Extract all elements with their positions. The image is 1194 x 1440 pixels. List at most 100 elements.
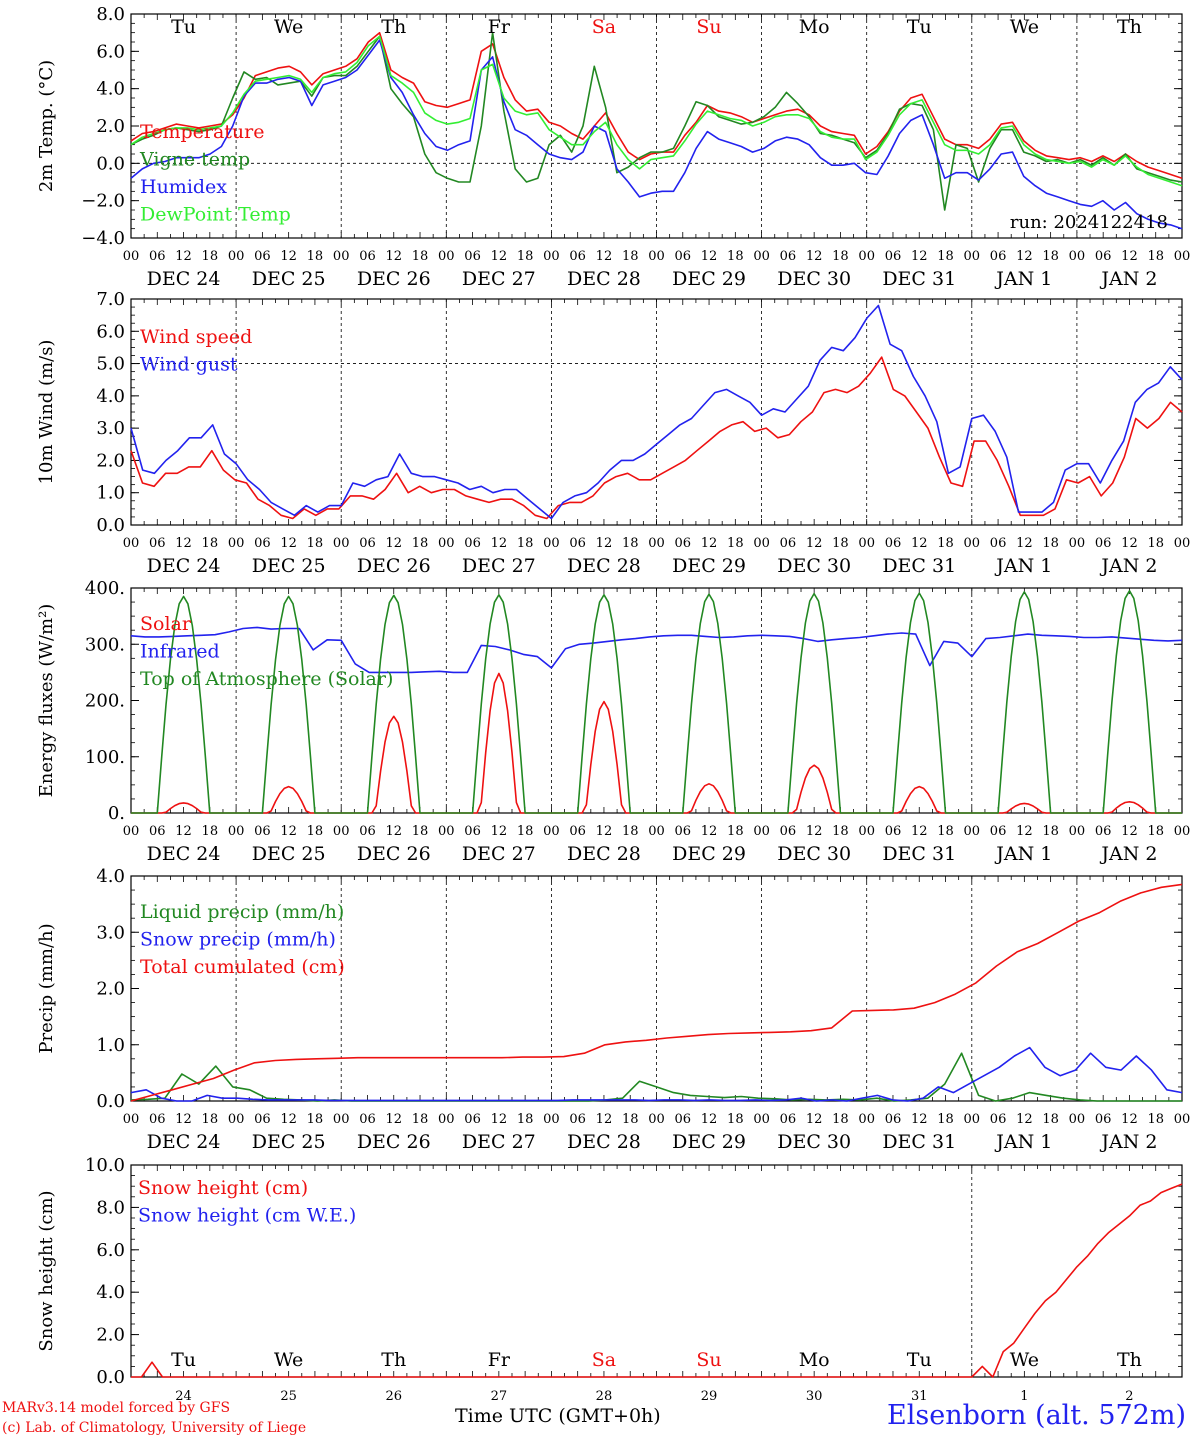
hour-tick-label: 12 xyxy=(806,536,823,551)
date-label: JAN 1 xyxy=(994,555,1052,577)
y-tick-label: 6.0 xyxy=(96,321,125,342)
hour-tick-label: 00 xyxy=(1069,824,1086,839)
y-tick-label: 100. xyxy=(85,747,125,768)
y-tick-label: 2.0 xyxy=(96,450,125,471)
hour-tick-label: 00 xyxy=(333,824,350,839)
weekday-label: Tu xyxy=(907,16,932,38)
hour-tick-label: 06 xyxy=(359,536,376,551)
y-tick-label: 400. xyxy=(85,578,125,599)
credit-line-2: (c) Lab. of Climatology, University of L… xyxy=(2,1420,307,1436)
hour-tick-label: 12 xyxy=(911,1112,928,1127)
y-axis-label: Energy fluxes (W/m²) xyxy=(36,604,57,798)
hour-tick-label: 00 xyxy=(228,249,245,264)
series-line xyxy=(131,1183,1183,1378)
y-tick-label: 1.0 xyxy=(96,483,125,504)
date-label: JAN 2 xyxy=(1099,268,1157,290)
weekday-label: We xyxy=(274,16,303,38)
hour-tick-label: 00 xyxy=(1174,536,1191,551)
hour-tick-label: 12 xyxy=(596,1112,613,1127)
hour-tick-label: 00 xyxy=(1069,536,1086,551)
hour-tick-label: 12 xyxy=(911,249,928,264)
y-axis-label: 10m Wind (m/s) xyxy=(36,340,57,485)
hour-tick-label: 12 xyxy=(701,824,718,839)
hour-tick-label: 18 xyxy=(307,536,324,551)
date-label: DEC 30 xyxy=(777,843,851,865)
y-tick-label: 0.0 xyxy=(96,1091,125,1112)
y-tick-label: 4.0 xyxy=(96,866,125,887)
date-label: DEC 31 xyxy=(882,268,956,290)
series-line xyxy=(130,31,1183,211)
weekday-label: Th xyxy=(381,16,406,38)
hour-tick-label: 00 xyxy=(333,536,350,551)
hour-tick-label: 06 xyxy=(990,1112,1007,1127)
hour-tick-label: 00 xyxy=(543,536,560,551)
legend-entry: DewPoint Temp xyxy=(140,204,291,226)
weekday-label: Su xyxy=(696,16,721,38)
hour-tick-label: 18 xyxy=(307,824,324,839)
y-tick-label: 1.0 xyxy=(96,1035,125,1056)
hour-tick-label: 18 xyxy=(202,1112,219,1127)
day-number-label: 24 xyxy=(175,1389,192,1400)
hour-tick-label: 00 xyxy=(753,249,770,264)
day-number-label: 2 xyxy=(1125,1389,1133,1400)
hour-tick-label: 06 xyxy=(464,536,481,551)
date-label: DEC 26 xyxy=(357,843,431,865)
legend-entry: Wind gust xyxy=(140,354,238,376)
hour-tick-label: 06 xyxy=(254,249,271,264)
hour-tick-label: 00 xyxy=(858,249,875,264)
y-tick-label: 7.0 xyxy=(96,289,125,310)
hour-tick-label: 18 xyxy=(937,824,954,839)
hour-tick-label: 06 xyxy=(569,536,586,551)
hour-tick-label: 12 xyxy=(701,249,718,264)
hour-tick-label: 06 xyxy=(780,249,797,264)
hour-tick-label: 12 xyxy=(1016,249,1033,264)
date-label: JAN 2 xyxy=(1099,843,1157,865)
legend-entry: Solar xyxy=(140,613,192,635)
date-label: DEC 24 xyxy=(147,843,221,865)
date-label: DEC 29 xyxy=(672,843,746,865)
hour-tick-label: 06 xyxy=(359,249,376,264)
date-label: DEC 25 xyxy=(252,1131,326,1153)
hour-tick-label: 00 xyxy=(858,1112,875,1127)
hour-tick-label: 12 xyxy=(911,536,928,551)
hour-tick-label: 12 xyxy=(1121,536,1138,551)
hour-tick-label: 06 xyxy=(569,824,586,839)
date-label: DEC 28 xyxy=(567,555,641,577)
y-tick-label: 300. xyxy=(85,634,125,655)
hour-tick-label: 06 xyxy=(359,1112,376,1127)
legend-entry: Infrared xyxy=(140,641,220,663)
hour-tick-label: 06 xyxy=(990,536,1007,551)
x-axis-title: Time UTC (GMT+0h) xyxy=(455,1405,661,1427)
legend-entry: Humidex xyxy=(140,176,227,198)
date-label: DEC 27 xyxy=(462,1131,536,1153)
hour-tick-label: 00 xyxy=(228,1112,245,1127)
series-line xyxy=(130,39,1183,230)
hour-tick-label: 12 xyxy=(175,249,192,264)
hour-tick-label: 06 xyxy=(885,824,902,839)
hour-tick-label: 18 xyxy=(202,249,219,264)
hour-tick-label: 18 xyxy=(1147,824,1164,839)
y-tick-label: 8.0 xyxy=(96,4,125,25)
hour-tick-label: 18 xyxy=(622,536,639,551)
hour-tick-label: 06 xyxy=(1095,824,1112,839)
legend-entry: Snow precip (mm/h) xyxy=(140,929,336,951)
series-line xyxy=(130,1046,1183,1102)
hour-tick-label: 00 xyxy=(1174,1112,1191,1127)
hour-tick-label: 18 xyxy=(517,249,534,264)
hour-tick-label: 12 xyxy=(491,824,508,839)
weekday-label: Th xyxy=(381,1349,406,1371)
hour-tick-label: 06 xyxy=(885,1112,902,1127)
series-line xyxy=(130,304,1183,520)
legend-entry: Vigne temp xyxy=(139,149,250,171)
hour-tick-label: 06 xyxy=(780,536,797,551)
hour-tick-label: 18 xyxy=(202,536,219,551)
y-tick-label: −2.0 xyxy=(81,191,125,212)
y-tick-label: 4.0 xyxy=(96,1282,125,1303)
legend-entry: Snow height (cm) xyxy=(138,1177,308,1199)
hour-tick-label: 06 xyxy=(569,249,586,264)
hour-tick-label: 12 xyxy=(596,824,613,839)
weekday-label: Th xyxy=(1117,16,1142,38)
date-label: DEC 29 xyxy=(672,1131,746,1153)
hour-tick-label: 00 xyxy=(964,824,981,839)
date-label: DEC 26 xyxy=(357,1131,431,1153)
